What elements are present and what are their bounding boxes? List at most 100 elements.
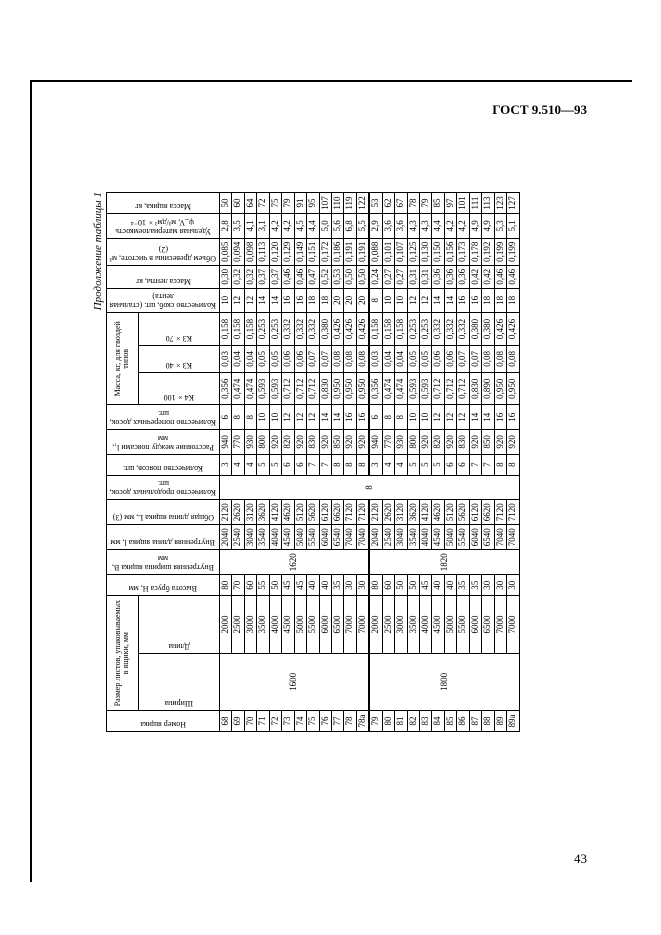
cell: 67 bbox=[395, 193, 407, 214]
cell: 45 bbox=[282, 575, 294, 596]
cell: 5 bbox=[432, 454, 444, 475]
cell: 80 bbox=[220, 575, 232, 596]
cell: 0,06 bbox=[294, 345, 306, 372]
cell: 0,426 bbox=[331, 313, 343, 346]
cell: 0,192 bbox=[482, 238, 494, 265]
cell: 0,52 bbox=[319, 265, 331, 288]
cell: 5620 bbox=[307, 500, 319, 525]
cell: 0,156 bbox=[444, 238, 456, 265]
cell: 74 bbox=[294, 711, 306, 732]
cell: 0,50 bbox=[344, 265, 356, 288]
cell: 75 bbox=[269, 193, 281, 214]
cell: 79 bbox=[369, 711, 382, 732]
cell: 18 bbox=[482, 288, 494, 313]
cell: 0,31 bbox=[420, 265, 432, 288]
cell: 10 bbox=[420, 405, 432, 430]
cell: 10 bbox=[382, 288, 394, 313]
cell: 6040 bbox=[319, 525, 331, 550]
cell: 1600 bbox=[220, 653, 370, 710]
cell: 7040 bbox=[507, 525, 519, 550]
cell: 6 bbox=[457, 454, 469, 475]
table-row: 6925007025402620477080,4740,040,158120,3… bbox=[232, 193, 244, 732]
cell: 4,4 bbox=[307, 214, 319, 239]
cell: 0,253 bbox=[257, 313, 269, 346]
cell: 0,08 bbox=[482, 345, 494, 372]
cell: 5540 bbox=[457, 525, 469, 550]
cell: 0,08 bbox=[344, 345, 356, 372]
cell: 3 bbox=[369, 454, 382, 475]
table-row: 89700030704071208920160,9500,080,426180,… bbox=[494, 193, 506, 732]
cell: 12 bbox=[407, 288, 419, 313]
cell: 4000 bbox=[420, 596, 432, 653]
table-row: 82350050354036205800100,5930,050,253120,… bbox=[407, 193, 419, 732]
cell: 6500 bbox=[482, 596, 494, 653]
cell: 6040 bbox=[469, 525, 481, 550]
cell: 0,06 bbox=[282, 345, 294, 372]
cell: 6000 bbox=[469, 596, 481, 653]
cell: 50 bbox=[269, 575, 281, 596]
cell: 0,426 bbox=[494, 313, 506, 346]
cell: 0,474 bbox=[232, 372, 244, 405]
cell: 6540 bbox=[331, 525, 343, 550]
cell: 8 bbox=[244, 405, 256, 430]
cell: 3620 bbox=[257, 500, 269, 525]
cell: 6120 bbox=[319, 500, 331, 525]
cell: 0,27 bbox=[382, 265, 394, 288]
cell: 84 bbox=[432, 711, 444, 732]
cell: 53 bbox=[369, 193, 382, 214]
cell: 0,42 bbox=[469, 265, 481, 288]
cell: 0,150 bbox=[432, 238, 444, 265]
cell: 4 bbox=[382, 454, 394, 475]
cell: 0,830 bbox=[469, 372, 481, 405]
col-lin: Внутренняя длина ящика l, мм bbox=[108, 532, 218, 546]
cell: 40 bbox=[432, 575, 444, 596]
table-row: 791800200080182020402120394060,3560,030,… bbox=[369, 193, 382, 732]
cell: 0,712 bbox=[307, 372, 319, 405]
cell: 85 bbox=[444, 711, 456, 732]
cell: 16 bbox=[494, 405, 506, 430]
page-number: 43 bbox=[574, 851, 587, 867]
cell: 0,113 bbox=[257, 238, 269, 265]
table-row: 72400050404041205920100,5930,050,253140,… bbox=[269, 193, 281, 732]
cell: 3120 bbox=[395, 500, 407, 525]
cell: 0,332 bbox=[294, 313, 306, 346]
cell: 18 bbox=[494, 288, 506, 313]
cell: 10 bbox=[257, 405, 269, 430]
table-row: 8025006025402620477080,4740,040,158100,2… bbox=[382, 193, 394, 732]
cell: 7000 bbox=[494, 596, 506, 653]
cell: 8 bbox=[232, 405, 244, 430]
cell: 3,6 bbox=[382, 214, 394, 239]
cell: 40 bbox=[319, 575, 331, 596]
cell: 4,2 bbox=[282, 214, 294, 239]
cell: 0,950 bbox=[356, 372, 369, 405]
cell: 1800 bbox=[369, 653, 519, 710]
cell: 0,191 bbox=[344, 238, 356, 265]
cell: 101 bbox=[457, 193, 469, 214]
cell: 2040 bbox=[369, 525, 382, 550]
cell: 7120 bbox=[344, 500, 356, 525]
cell: 770 bbox=[232, 430, 244, 455]
table-continuation: Продолжение таблицы 1 bbox=[92, 192, 104, 732]
cell: 55 bbox=[257, 575, 269, 596]
cell: 4,9 bbox=[482, 214, 494, 239]
cell: 64 bbox=[244, 193, 256, 214]
table-row: 78700030704071208920160,9500,080,426200,… bbox=[344, 193, 356, 732]
cell: 82 bbox=[407, 711, 419, 732]
cell: 86 bbox=[457, 711, 469, 732]
cell: 7120 bbox=[494, 500, 506, 525]
cell: 0,426 bbox=[507, 313, 519, 346]
cell: 127 bbox=[507, 193, 519, 214]
cell: 7040 bbox=[494, 525, 506, 550]
table-row: 83400045404041205920100,5930,050,253120,… bbox=[420, 193, 432, 732]
cell: 0,129 bbox=[282, 238, 294, 265]
cell: 78a bbox=[356, 711, 369, 732]
cell: 110 bbox=[331, 193, 343, 214]
cell: 5 bbox=[407, 454, 419, 475]
cell: 50 bbox=[395, 575, 407, 596]
cell: 2,8 bbox=[220, 214, 232, 239]
cell: 0,05 bbox=[269, 345, 281, 372]
cell: 920 bbox=[507, 430, 519, 455]
cell: 87 bbox=[469, 711, 481, 732]
cell: 69 bbox=[232, 711, 244, 732]
cell: 35 bbox=[469, 575, 481, 596]
